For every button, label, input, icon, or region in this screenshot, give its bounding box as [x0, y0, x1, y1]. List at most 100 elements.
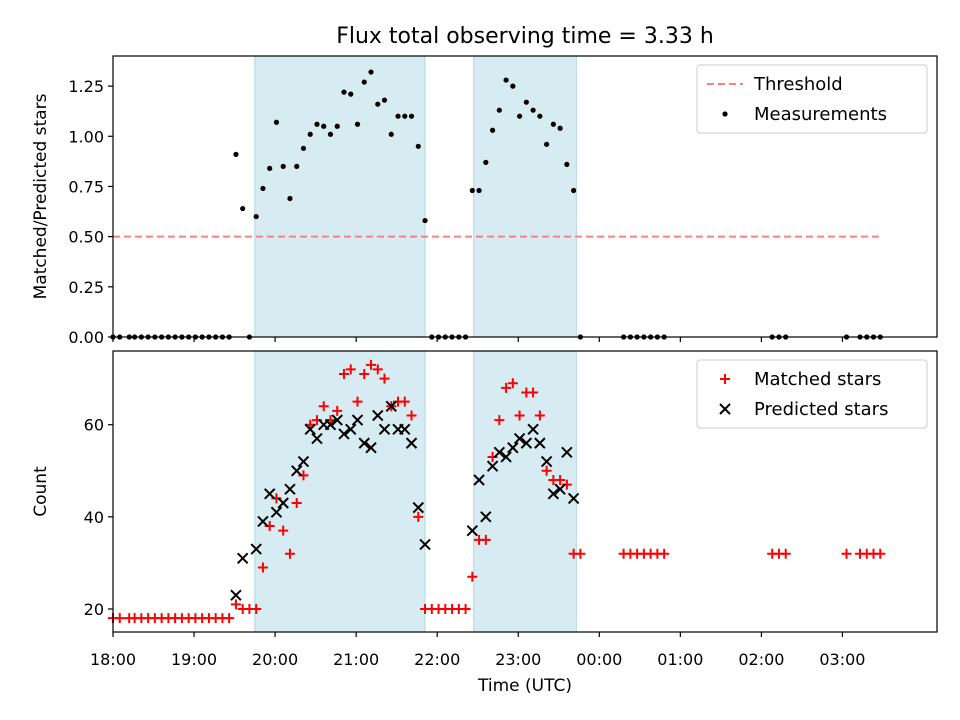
legend-box: [696, 64, 928, 134]
matched-star-marker: [379, 373, 390, 384]
predicted-star-marker: [405, 437, 418, 449]
panel-2: [108, 350, 938, 637]
predicted-star-marker: [365, 442, 377, 454]
predicted-star-marker: [236, 552, 249, 565]
x-tick-label: 03:00: [819, 650, 865, 669]
measurement-point: [469, 187, 475, 194]
predicted-star-marker: [520, 437, 533, 449]
predicted-star-marker: [311, 432, 323, 445]
measurement-point: [402, 113, 408, 119]
y-tick-label: 0.25: [68, 278, 104, 297]
x-tick-label: 23:00: [495, 650, 541, 669]
predicted-star-marker: [540, 455, 553, 468]
predicted-star-marker: [399, 423, 411, 436]
matched-star-marker: [413, 511, 424, 522]
x-tick-label: 01:00: [657, 650, 703, 669]
predicted-star-marker: [263, 488, 276, 500]
measurement-point: [537, 113, 543, 119]
measurement-point: [253, 213, 259, 220]
measurement-point: [361, 79, 367, 85]
measurement-point: [368, 69, 374, 75]
measurement-point: [280, 163, 286, 169]
matched-star-marker: [480, 534, 491, 545]
y-tick-label: 0.50: [68, 228, 104, 247]
predicted-star-marker: [358, 437, 370, 449]
measurement-point: [354, 121, 361, 127]
matched-star-marker: [460, 603, 471, 614]
matched-star-marker: [494, 415, 505, 426]
predicted-star-marker: [338, 428, 350, 440]
predicted-star-marker: [493, 446, 506, 459]
y-axis-label: Count: [31, 466, 51, 517]
x-tick-label: 20:00: [252, 650, 298, 669]
matched-star-marker: [372, 364, 383, 375]
measurement-point: [327, 131, 334, 137]
matched-star-marker: [332, 405, 343, 416]
predicted-star-marker: [473, 474, 485, 486]
predicted-star-marker: [230, 589, 242, 601]
measurement-point: [273, 119, 280, 125]
predicted-star-marker: [500, 451, 512, 463]
measurement-point: [321, 123, 327, 129]
matched-star-marker: [284, 548, 295, 559]
predicted-star-marker: [513, 432, 526, 445]
observing-window: [254, 55, 426, 338]
predicted-star-marker: [277, 497, 289, 509]
measurement-point: [267, 165, 273, 171]
matched-star-marker: [555, 474, 566, 485]
predicted-star-marker: [324, 418, 337, 431]
predicted-star-marker: [486, 460, 499, 472]
measurement-point: [233, 151, 239, 157]
matched-star-marker: [659, 548, 670, 559]
matched-star-marker: [318, 401, 329, 412]
x-tick-label: 18:00: [90, 650, 136, 669]
legend-label: Threshold: [753, 74, 843, 95]
legend-measurement-swatch: [722, 111, 728, 117]
measurement-point: [476, 187, 482, 194]
x-tick-label: 22:00: [414, 650, 460, 669]
observing-window: [473, 55, 577, 338]
y-tick-label: 40: [84, 508, 104, 527]
axes-frame: [112, 350, 938, 633]
matched-star-marker: [507, 378, 518, 389]
predicted-star-marker: [284, 483, 296, 495]
matched-star-marker: [467, 571, 478, 582]
predicted-star-marker: [304, 423, 316, 436]
matched-star-marker: [528, 387, 539, 398]
legend-matched-swatch: [720, 374, 730, 384]
matched-star-marker: [224, 613, 235, 624]
legend-predicted-swatch: [719, 403, 731, 415]
predicted-star-marker: [257, 515, 269, 528]
y-tick-label: 0.75: [68, 177, 104, 196]
predicted-star-marker: [480, 511, 492, 523]
y-tick-label: 0.00: [68, 328, 104, 347]
axes-frame: [112, 55, 938, 338]
chart-title: Flux total observing time = 3.33 h: [336, 24, 714, 49]
matched-star-marker: [366, 359, 377, 370]
matched-star-marker: [352, 396, 363, 407]
predicted-star-marker: [567, 492, 580, 505]
predicted-star-marker: [527, 423, 539, 436]
measurement-point: [523, 99, 529, 105]
predicted-star-marker: [372, 409, 384, 422]
measurement-point: [260, 185, 266, 192]
matched-star-marker: [780, 548, 791, 559]
matched-star-marker: [230, 599, 241, 610]
matched-star-marker: [841, 548, 852, 559]
y-tick-label: 20: [84, 600, 104, 619]
x-tick-label: 02:00: [738, 650, 784, 669]
predicted-star-marker: [345, 423, 357, 436]
x-axis-label: Time (UTC): [477, 676, 572, 696]
y-tick-label: 60: [84, 416, 104, 435]
y-axis-label: Matched/Predicted stars: [31, 93, 51, 299]
predicted-star-marker: [250, 543, 262, 555]
matched-star-marker: [359, 369, 370, 380]
predicted-star-marker: [547, 488, 560, 500]
measurement-point: [550, 121, 556, 127]
measurement-point: [483, 159, 489, 165]
measurement-point: [388, 131, 394, 137]
matched-star-marker: [575, 548, 586, 559]
measurement-point: [422, 217, 428, 224]
matched-star-marker: [291, 498, 302, 509]
